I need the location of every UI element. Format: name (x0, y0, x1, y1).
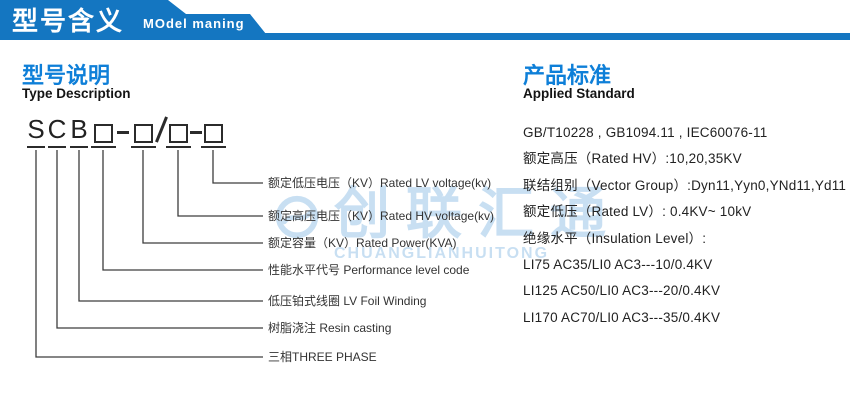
standard-line: 额定高压（Rated HV）:10,20,35KV (523, 151, 742, 166)
code-label: 性能水平代号 Performance level code (268, 263, 470, 277)
code-box-glyph (93, 124, 113, 143)
applied-standard-title-en: Applied Standard (523, 86, 635, 101)
connector-line (177, 150, 263, 217)
code-letter-B: B (63, 112, 95, 148)
connector-line (35, 150, 263, 358)
connector-line (78, 150, 263, 302)
code-underline (165, 146, 191, 148)
code-underline (48, 146, 66, 148)
code-placeholder-box (127, 112, 159, 148)
code-separator-dash (190, 131, 202, 134)
code-label: 树脂浇注 Resin casting (268, 321, 392, 335)
standard-line: 绝缘水平（Insulation Level）: (523, 231, 707, 246)
standard-line: 额定低压（Rated LV）: 0.4KV~ 10kV (523, 204, 752, 219)
standard-line: 联结组别（Vector Group）:Dyn11,Yyn0,YNd11,Yd11 (523, 178, 847, 193)
header-strip (0, 33, 850, 40)
code-placeholder-box (87, 112, 119, 148)
standard-line: LI75 AC35/LI0 AC3---10/0.4KV (523, 257, 713, 272)
type-description-title-en: Type Description (22, 86, 131, 101)
code-label: 低压铂式线圈 LV Foil Winding (268, 294, 427, 308)
standard-line: GB/T10228 , GB1094.11 , IEC60076-11 (523, 125, 768, 140)
code-box-glyph (168, 124, 188, 143)
code-placeholder-box (197, 112, 229, 148)
code-underline (200, 146, 226, 148)
type-description-title-cn: 型号说明 (22, 63, 111, 88)
header-title-cn: 型号含义 (12, 6, 125, 36)
standard-line: LI125 AC50/LI0 AC3---20/0.4KV (523, 283, 721, 298)
code-underline (130, 146, 156, 148)
code-placeholder-box (162, 112, 194, 148)
applied-standard-title-cn: 产品标准 (523, 63, 612, 88)
code-box-glyph (133, 124, 153, 143)
connector-line (102, 150, 263, 271)
code-label: 额定低压电压（KV）Rated LV voltage(kv) (268, 176, 492, 190)
code-separator-dash (117, 131, 129, 134)
code-label: 额定高压电压（KV）Rated HV voltage(kv) (268, 209, 495, 223)
connector-line (56, 150, 263, 329)
code-underline (90, 146, 116, 148)
code-box-glyph (203, 124, 223, 143)
code-letter-C: C (41, 112, 73, 148)
code-letter-S: S (20, 112, 52, 148)
code-letter-glyph: S (27, 114, 45, 144)
code-label: 三相THREE PHASE (268, 350, 377, 364)
connector-line (212, 150, 263, 184)
code-letter-glyph: C (47, 114, 67, 144)
code-label: 额定容量（KV）Rated Power(KVA) (268, 236, 457, 250)
code-letter-glyph: B (70, 114, 88, 144)
code-underline (70, 146, 88, 148)
standard-line: LI170 AC70/LI0 AC3---35/0.4KV (523, 310, 721, 325)
header-title-en: MOdel maning (143, 16, 245, 31)
connector-line (142, 150, 263, 244)
code-underline (27, 146, 45, 148)
